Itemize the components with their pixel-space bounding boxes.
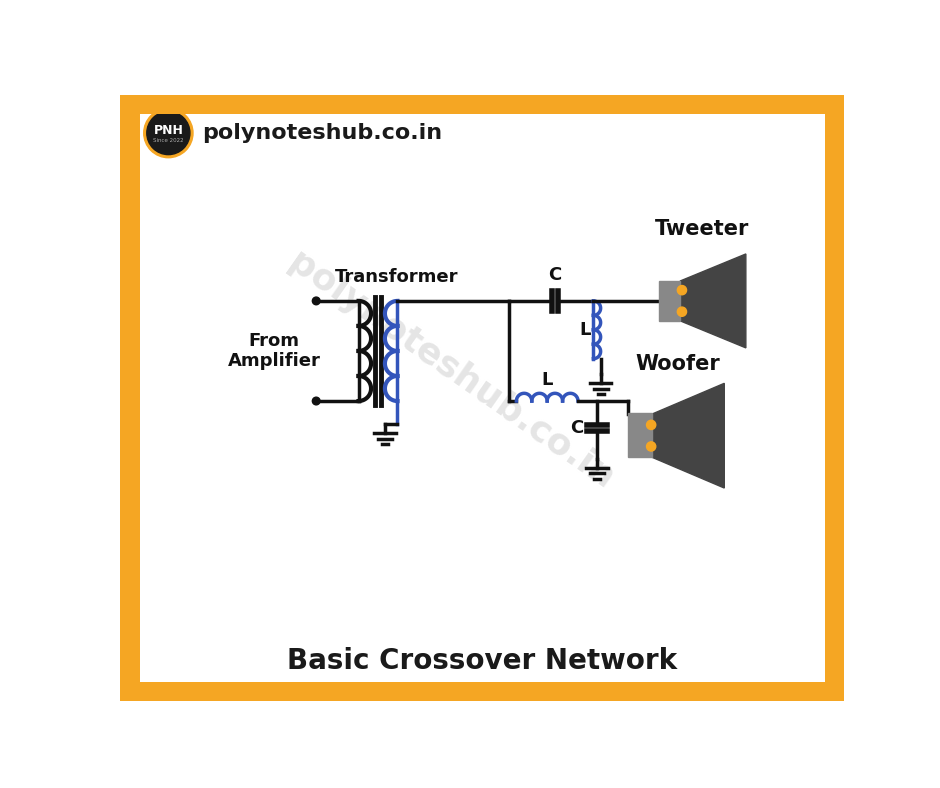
Text: C: C — [548, 266, 561, 284]
Circle shape — [147, 111, 190, 154]
Circle shape — [312, 397, 320, 405]
Bar — [659, 281, 681, 321]
Text: C: C — [571, 419, 584, 437]
Text: Since 2022: Since 2022 — [153, 138, 183, 143]
Circle shape — [678, 307, 686, 316]
Text: Transformer: Transformer — [336, 267, 459, 285]
Circle shape — [647, 442, 656, 451]
Polygon shape — [652, 383, 725, 488]
Circle shape — [647, 420, 656, 429]
Text: PNH: PNH — [153, 125, 183, 137]
Text: From
Amplifier: From Amplifier — [227, 332, 321, 370]
Polygon shape — [681, 254, 745, 348]
Text: L: L — [579, 321, 590, 339]
Text: L: L — [541, 370, 553, 388]
Text: polynoteshub.co.in: polynoteshub.co.in — [202, 123, 443, 143]
Circle shape — [678, 285, 686, 295]
Text: polynoteshub.co.in: polynoteshub.co.in — [282, 244, 620, 496]
Circle shape — [312, 297, 320, 305]
Bar — [628, 414, 652, 457]
Circle shape — [144, 109, 193, 158]
Text: Basic Crossover Network: Basic Crossover Network — [287, 647, 677, 675]
Text: Woofer: Woofer — [635, 354, 720, 374]
Text: Tweeter: Tweeter — [655, 219, 750, 240]
